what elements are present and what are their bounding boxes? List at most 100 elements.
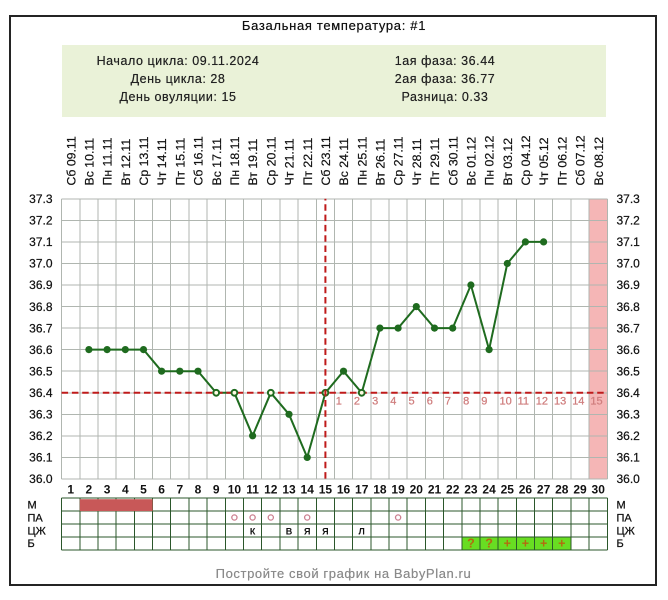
svg-text:9: 9 <box>213 482 220 496</box>
svg-text:21: 21 <box>428 482 442 496</box>
svg-text:Пн 02.12: Пн 02.12 <box>483 136 497 186</box>
svg-text:36.0: 36.0 <box>617 472 641 486</box>
svg-text:Ср 27.11: Ср 27.11 <box>392 136 406 185</box>
svg-text:29: 29 <box>573 482 587 496</box>
svg-text:36.6: 36.6 <box>617 343 641 357</box>
svg-text:2: 2 <box>86 482 93 496</box>
svg-text:7: 7 <box>445 395 451 407</box>
svg-text:Л: Л <box>359 526 365 536</box>
svg-text:9: 9 <box>481 395 487 407</box>
svg-text:Я: Я <box>322 526 328 536</box>
svg-text:36.8: 36.8 <box>617 300 641 314</box>
svg-text:19: 19 <box>391 482 405 496</box>
svg-text:37.2: 37.2 <box>29 214 53 228</box>
svg-text:Чт 21.11: Чт 21.11 <box>283 138 297 185</box>
svg-text:36.3: 36.3 <box>617 408 641 422</box>
svg-text:М: М <box>617 500 626 512</box>
svg-text:10: 10 <box>500 395 512 407</box>
svg-text:Сб 07.12: Сб 07.12 <box>574 135 588 185</box>
svg-text:37.3: 37.3 <box>29 192 53 206</box>
svg-text:4: 4 <box>390 395 396 407</box>
svg-text:3: 3 <box>104 482 111 496</box>
svg-text:ЦЖ: ЦЖ <box>617 525 635 537</box>
svg-text:+: + <box>504 537 511 551</box>
svg-text:Пт 15.11: Пт 15.11 <box>173 138 187 186</box>
svg-text:Вт 19.11: Вт 19.11 <box>246 139 260 186</box>
svg-text:15: 15 <box>590 395 602 407</box>
svg-text:16: 16 <box>337 482 351 496</box>
svg-text:37.1: 37.1 <box>29 235 53 249</box>
svg-text:6: 6 <box>427 395 433 407</box>
svg-text:?: ? <box>485 537 493 551</box>
svg-text:30: 30 <box>592 482 606 496</box>
svg-text:12: 12 <box>536 395 548 407</box>
svg-text:Сб 16.11: Сб 16.11 <box>192 136 206 185</box>
svg-text:Вт 12.11: Вт 12.11 <box>119 139 133 186</box>
svg-text:36.9: 36.9 <box>29 278 53 292</box>
svg-text:Пн 25.11: Пн 25.11 <box>355 136 369 185</box>
svg-text:11: 11 <box>246 482 259 496</box>
svg-text:5: 5 <box>140 482 147 496</box>
svg-text:Я: Я <box>304 526 310 536</box>
svg-text:4: 4 <box>122 482 129 496</box>
svg-text:+: + <box>522 537 529 551</box>
svg-text:8: 8 <box>195 482 202 496</box>
svg-text:?: ? <box>467 537 475 551</box>
svg-text:23: 23 <box>464 482 478 496</box>
svg-text:36.4: 36.4 <box>29 386 53 400</box>
svg-text:Вс 24.11: Вс 24.11 <box>337 138 351 186</box>
svg-text:24: 24 <box>482 482 496 496</box>
svg-text:36.5: 36.5 <box>617 364 641 378</box>
svg-text:28: 28 <box>555 482 569 496</box>
svg-text:7: 7 <box>176 482 183 496</box>
svg-text:36.8: 36.8 <box>29 300 53 314</box>
svg-text:Чт 05.12: Чт 05.12 <box>537 137 551 185</box>
svg-text:Пт 22.11: Пт 22.11 <box>301 138 315 186</box>
svg-text:18: 18 <box>373 482 387 496</box>
svg-text:Пн 18.11: Пн 18.11 <box>228 136 242 185</box>
svg-text:11: 11 <box>518 395 529 407</box>
svg-text:36.0: 36.0 <box>29 472 53 486</box>
svg-text:36.1: 36.1 <box>29 451 53 465</box>
svg-text:Пт 06.12: Пт 06.12 <box>555 137 569 186</box>
svg-text:3: 3 <box>372 395 378 407</box>
svg-text:Ср 20.11: Ср 20.11 <box>264 136 278 185</box>
svg-text:13: 13 <box>282 482 296 496</box>
svg-text:Ср 04.12: Ср 04.12 <box>519 135 533 185</box>
svg-text:14: 14 <box>572 395 584 407</box>
svg-text:10: 10 <box>228 482 242 496</box>
svg-text:ПА: ПА <box>28 512 44 524</box>
svg-text:25: 25 <box>501 482 515 496</box>
svg-text:17: 17 <box>355 482 369 496</box>
svg-text:27: 27 <box>537 482 551 496</box>
svg-text:36.1: 36.1 <box>617 451 641 465</box>
svg-text:Сб 23.11: Сб 23.11 <box>319 136 333 185</box>
svg-text:Чт 14.11: Чт 14.11 <box>155 138 169 185</box>
svg-text:ПА: ПА <box>617 512 633 524</box>
svg-text:+: + <box>540 537 547 551</box>
svg-text:2: 2 <box>354 395 360 407</box>
svg-text:Б: Б <box>28 538 35 550</box>
svg-text:36.7: 36.7 <box>29 321 53 335</box>
svg-text:36.6: 36.6 <box>29 343 53 357</box>
svg-text:12: 12 <box>264 482 278 496</box>
svg-text:8: 8 <box>463 395 469 407</box>
svg-text:20: 20 <box>410 482 424 496</box>
svg-text:Б: Б <box>617 538 624 550</box>
svg-text:37.0: 37.0 <box>617 257 641 271</box>
svg-text:36.4: 36.4 <box>617 386 641 400</box>
svg-text:Пт 29.11: Пт 29.11 <box>428 138 442 186</box>
svg-text:Вт 26.11: Вт 26.11 <box>374 139 388 186</box>
svg-text:26: 26 <box>519 482 533 496</box>
svg-text:22: 22 <box>446 482 460 496</box>
svg-text:Пн 11.11: Пн 11.11 <box>101 137 115 185</box>
svg-text:36.2: 36.2 <box>617 429 641 443</box>
svg-text:Вс 17.11: Вс 17.11 <box>210 138 224 186</box>
svg-text:1: 1 <box>336 395 342 407</box>
svg-text:36.9: 36.9 <box>617 278 641 292</box>
svg-text:В: В <box>286 526 293 536</box>
svg-text:ЦЖ: ЦЖ <box>28 525 46 537</box>
svg-text:Вс 01.12: Вс 01.12 <box>465 137 479 186</box>
svg-text:36.7: 36.7 <box>617 321 641 335</box>
svg-text:5: 5 <box>409 395 415 407</box>
